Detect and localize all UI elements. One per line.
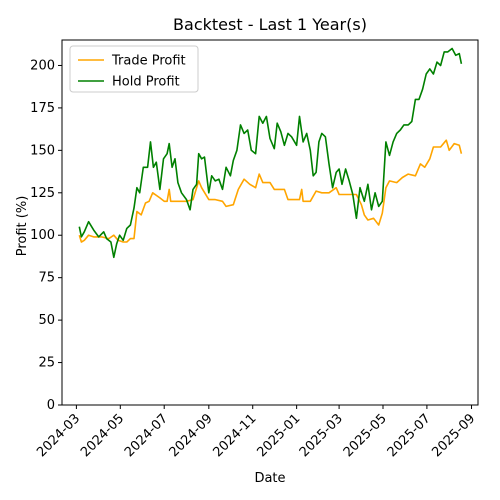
y-tick-label: 0 (47, 398, 55, 413)
x-tick-label: 2024-11 (211, 411, 260, 460)
x-tick-label: 2024-07 (122, 411, 171, 460)
y-axis-title: Profit (%) (15, 196, 30, 257)
legend-label: Trade Profit (111, 54, 186, 69)
y-tick-label: 25 (38, 356, 55, 371)
y-tick-label: 150 (30, 143, 55, 158)
axes-frame (62, 40, 478, 405)
x-tick-label: 2024-09 (167, 411, 216, 460)
y-tick-label: 75 (38, 271, 55, 286)
y-tick-label: 200 (30, 58, 55, 73)
y-tick-label: 50 (38, 313, 55, 328)
x-tick-label: 2025-03 (297, 411, 346, 460)
y-tick-label: 125 (30, 186, 55, 201)
y-tick-label: 100 (30, 228, 55, 243)
chart-title: Backtest - Last 1 Year(s) (173, 15, 367, 34)
x-tick-label: 2024-03 (34, 411, 83, 460)
y-tick-label: 175 (30, 101, 55, 116)
plot-area: 02550751001251501752002024-032024-052024… (30, 40, 478, 460)
x-tick-label: 2025-07 (385, 411, 434, 460)
x-tick-label: 2024-05 (78, 411, 127, 460)
x-tick-label: 2025-09 (429, 411, 478, 460)
x-tick-label: 2025-01 (254, 411, 303, 460)
x-tick-label: 2025-05 (341, 411, 390, 460)
x-axis-title: Date (254, 471, 285, 486)
legend-label: Hold Profit (112, 75, 180, 90)
